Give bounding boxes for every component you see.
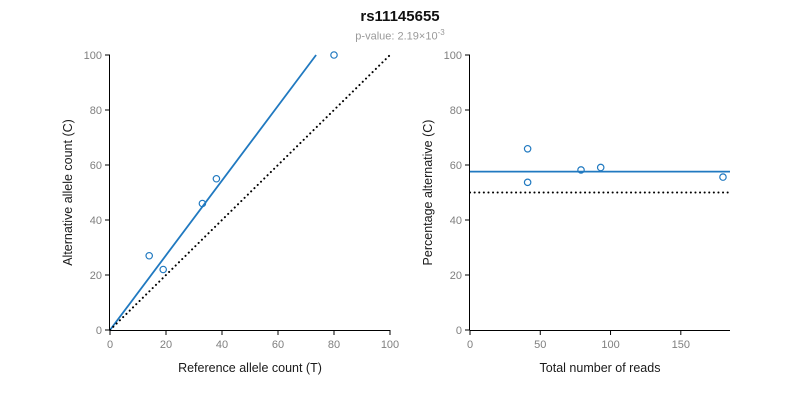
x-axis-title: Reference allele count (T) — [178, 361, 322, 375]
y-tick-label: 0 — [96, 325, 102, 337]
fit-line — [109, 54, 317, 331]
data-point — [198, 199, 207, 208]
data-point — [523, 144, 532, 153]
x-tick-label: 60 — [272, 339, 284, 351]
y-tick-label: 40 — [90, 215, 102, 227]
x-tick-label: 0 — [467, 339, 473, 351]
x-tick-label: 100 — [381, 339, 399, 351]
y-tick-label: 100 — [444, 50, 462, 62]
x-tick-label: 100 — [601, 339, 619, 351]
y-tick-label: 100 — [84, 50, 102, 62]
y-axis-title: Percentage alternative (C) — [421, 120, 435, 266]
data-point — [212, 174, 221, 183]
x-tick-label: 50 — [534, 339, 546, 351]
x-tick-label: 40 — [216, 339, 228, 351]
plot-subtitle: p-value: 2.19×10-3 — [0, 26, 800, 44]
figure-header: rs11145655 p-value: 2.19×10-3 — [0, 8, 800, 44]
left-scatter-plot: 0 20 40 60 80 100 0 20 40 60 80 100 Reference allele… — [61, 50, 399, 375]
x-tick-label: 0 — [107, 339, 113, 351]
data-point — [719, 173, 727, 181]
plot-title: rs11145655 — [360, 8, 440, 25]
y-tick-label: 80 — [90, 105, 102, 117]
y-tick-label: 20 — [90, 270, 102, 282]
x-tick-label: 80 — [328, 339, 340, 351]
y-tick-label: 40 — [450, 215, 462, 227]
right-scatter-plot: 0 50 100 150 0 20 40 60 80 100 Total number of rea… — [421, 50, 731, 375]
y-tick-label: 60 — [90, 160, 102, 172]
data-point — [330, 51, 338, 59]
data-point — [577, 166, 585, 174]
data-point — [523, 178, 532, 187]
x-axis-title: Total number of reads — [540, 361, 661, 375]
data-point — [145, 251, 154, 260]
y-tick-label: 60 — [450, 160, 462, 172]
pvalue-exponent: -3 — [437, 28, 445, 37]
x-tick-label: 150 — [672, 339, 690, 351]
y-tick-label: 20 — [450, 270, 462, 282]
y-axis-title: Alternative allele count (C) — [61, 119, 75, 266]
y-tick-label: 80 — [450, 105, 462, 117]
pvalue-text: p-value: 2.19×10 — [355, 30, 438, 43]
data-point — [159, 265, 168, 274]
y-tick-label: 0 — [456, 325, 462, 337]
data-point — [596, 163, 605, 172]
identity-line — [109, 54, 391, 331]
x-tick-label: 20 — [160, 339, 172, 351]
